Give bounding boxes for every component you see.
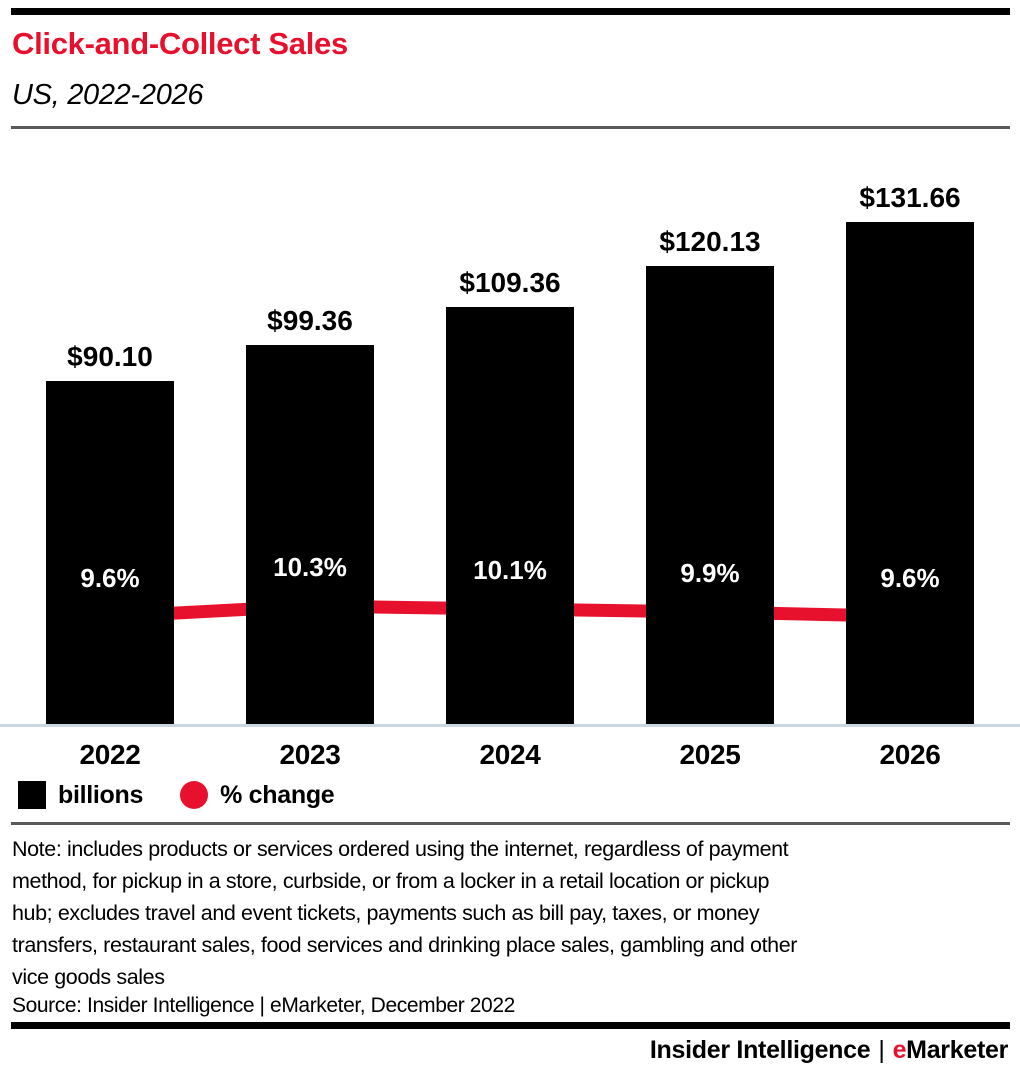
bar-value-label-2024: $109.36 xyxy=(459,267,561,298)
bar-value-label-2026: $131.66 xyxy=(859,182,961,213)
billions-swatch-icon xyxy=(18,781,46,809)
x-axis: 2022 2023 2024 2025 2026 xyxy=(0,727,1020,773)
note-line-5: vice goods sales xyxy=(12,965,165,989)
chart-header: Click-and-Collect Sales US, 2022-2026 xyxy=(0,26,1020,112)
footer-brand-marketer: Marketer xyxy=(906,1036,1008,1064)
pct-change-label-2022: 9.6% xyxy=(80,562,140,593)
pct-change-label-2024: 10.1% xyxy=(473,555,547,585)
legend-label-pct-change: % change xyxy=(220,780,335,809)
x-axis-label-2024: 2024 xyxy=(479,739,541,770)
bar-2022 xyxy=(46,380,174,724)
footer-brand: Insider Intelligence | eMarketer xyxy=(0,1036,1020,1065)
footer-brand-e: e xyxy=(892,1036,907,1064)
chart-source: Source: Insider Intelligence | eMarketer… xyxy=(12,994,515,1017)
footer-brand-left: Insider Intelligence xyxy=(649,1036,871,1064)
note-line-2: method, for pickup in a store, curbside,… xyxy=(12,869,770,893)
footer-separator: | xyxy=(878,1036,885,1064)
x-axis-label-2025: 2025 xyxy=(679,739,741,770)
pct-change-label-2026: 9.6% xyxy=(880,562,940,593)
chart-title: Click-and-Collect Sales xyxy=(12,26,348,61)
chart-plot-area: $90.10 $99.36 $109.36 $120.13 $131.66 9.6% 10.… xyxy=(0,143,1020,727)
top-rule-bar xyxy=(11,8,1010,15)
bar-2025 xyxy=(646,266,774,724)
bar-value-label-2022: $90.10 xyxy=(67,340,153,372)
header-divider xyxy=(11,126,1010,129)
note-line-3: hub; excludes travel and event tickets, … xyxy=(12,901,760,925)
note-line-4: transfers, restaurant sales, food servic… xyxy=(12,933,798,957)
legend-item-pct-change: % change xyxy=(180,780,335,810)
chart-note: Note: includes products or services orde… xyxy=(0,833,1020,993)
legend-label-billions: billions xyxy=(58,780,144,809)
bottom-rule-bar xyxy=(11,1022,1010,1029)
chart-subtitle: US, 2022-2026 xyxy=(12,79,204,111)
legend: billions % change xyxy=(0,779,1020,811)
x-axis-label-2022: 2022 xyxy=(79,739,141,770)
bar-value-label-2025: $120.13 xyxy=(659,226,761,257)
pct-change-swatch-icon xyxy=(180,781,209,809)
bar-value-label-2023: $99.36 xyxy=(267,305,353,337)
x-axis-label-2023: 2023 xyxy=(279,739,341,770)
bar-2023 xyxy=(246,345,374,724)
legend-item-billions: billions xyxy=(18,781,143,810)
bar-2024 xyxy=(446,307,574,724)
pct-change-label-2023: 10.3% xyxy=(273,552,347,582)
bar-2026 xyxy=(846,222,974,724)
note-line-1: Note: includes products or services orde… xyxy=(12,837,789,861)
x-axis-label-2026: 2026 xyxy=(879,739,941,770)
pct-change-label-2025: 9.9% xyxy=(680,558,740,588)
legend-note-divider xyxy=(11,822,1010,825)
